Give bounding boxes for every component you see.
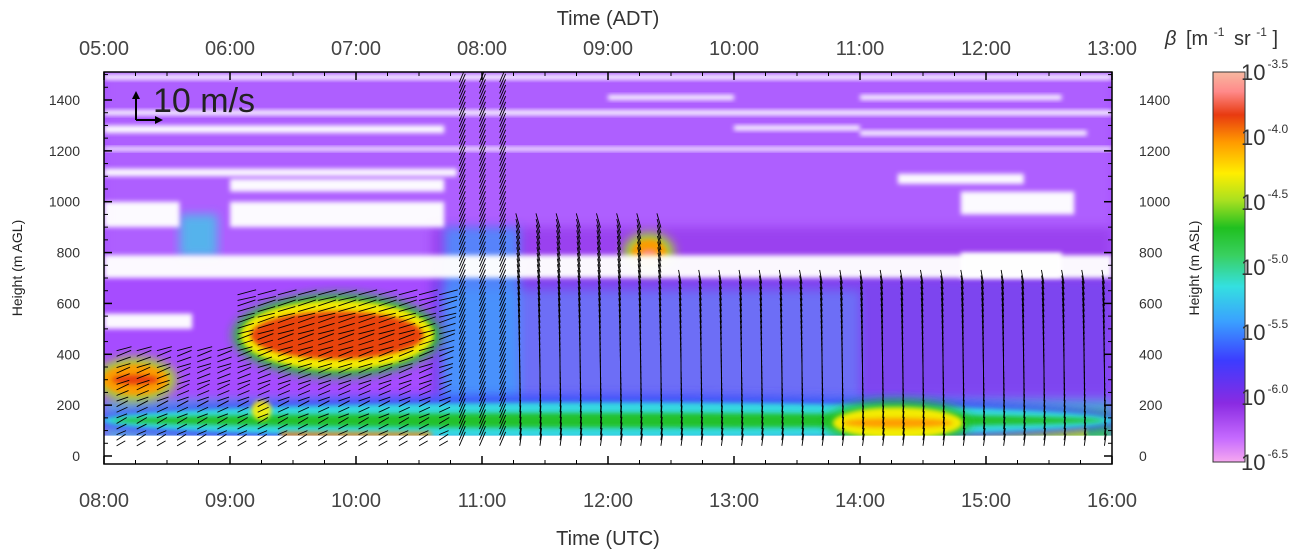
x-bottom-tick-label: 12:00 (583, 490, 633, 512)
colorbar-tick-label: 10-6.5 (1241, 447, 1288, 475)
x-top-tick-label: 13:00 (1087, 38, 1137, 60)
no-data-gap (898, 174, 1024, 184)
no-data-gap (860, 95, 1062, 100)
colorbar-tick-labels: 10-3.5 10-4.0 10-4.5 10-5.0 10-5.5 10-6.0 10-6… (1241, 57, 1288, 475)
feature-core (843, 418, 953, 427)
y-left-tick-label: 400 (57, 346, 81, 362)
x-top-tick-label: 10:00 (709, 38, 759, 60)
colorbar-tick-label: 10-5.0 (1241, 252, 1288, 280)
no-data-gap (104, 110, 1112, 115)
x-bottom-tick-label: 14:00 (835, 490, 885, 512)
x-top-tick-label: 08:00 (457, 38, 507, 60)
x-top-tick-label: 12:00 (961, 38, 1011, 60)
x-bottom-tick-label: 13:00 (709, 490, 759, 512)
cyan-patch (180, 214, 218, 257)
x-top-tick-label: 06:00 (205, 38, 255, 60)
y-right-tick-label: 1400 (1139, 92, 1170, 108)
x-bottom-tick-label: 09:00 (205, 490, 255, 512)
no-data-gap (608, 95, 734, 100)
no-data-gap (104, 125, 444, 133)
y-right-tick-label: 1200 (1139, 143, 1170, 159)
y-left-tick-labels: 0 200 400 600 800 1000 1200 1400 (49, 92, 80, 464)
colorbar-tick-label: 10-6.0 (1241, 382, 1288, 410)
y-left-tick-label: 1000 (49, 194, 80, 210)
y-left-tick-label: 200 (57, 397, 81, 413)
x-bottom-tick-label: 10:00 (331, 490, 381, 512)
x-top-axis-title: Time (ADT) (557, 8, 660, 30)
y-right-tick-labels: 0 200 400 600 800 1000 1200 1400 (1139, 92, 1170, 464)
y-left-tick-label: 1400 (49, 92, 80, 108)
y-right-axis-title: Height (m ASL) (1186, 221, 1202, 316)
no-data-gap (104, 147, 1112, 151)
no-data-gap (104, 202, 180, 227)
no-data-gap (734, 125, 860, 130)
no-data-gap (230, 202, 444, 227)
y-right-tick-label: 1000 (1139, 194, 1170, 210)
x-bottom-tick-label: 15:00 (961, 490, 1011, 512)
colorbar-tick-label: 10-4.0 (1241, 122, 1288, 150)
no-data-gap (230, 179, 444, 192)
y-right-tick-label: 200 (1139, 397, 1163, 413)
y-left-axis-title: Height (m AGL) (9, 220, 25, 316)
feature-core (251, 311, 424, 359)
feature-core (112, 375, 159, 384)
x-top-tick-label: 09:00 (583, 38, 633, 60)
x-bottom-tick-labels: 08:00 09:00 10:00 11:00 12:00 13:00 14:00 15:00… (79, 490, 1137, 512)
y-right-tick-label: 800 (1139, 245, 1163, 261)
colorbar-tick-label: 10-3.5 (1241, 57, 1288, 85)
colorbar: β [m -1 sr -1 ] 10-3.5 10-4.0 10-4.5 10-5.0… (1164, 19, 1288, 475)
backscatter-field (94, 72, 1122, 464)
colorbar-tick-label: 10-4.5 (1241, 187, 1288, 215)
y-right-tick-label: 400 (1139, 346, 1163, 362)
x-top-tick-label: 05:00 (79, 38, 129, 60)
x-bottom-tick-label: 16:00 (1087, 490, 1137, 512)
y-left-tick-label: 600 (57, 295, 81, 311)
no-data-gap (961, 192, 1074, 215)
x-top-tick-label: 07:00 (331, 38, 381, 60)
x-top-tick-label: 11:00 (836, 38, 885, 60)
x-bottom-axis-title: Time (UTC) (556, 528, 660, 550)
x-bottom-tick-label: 08:00 (79, 490, 129, 512)
colorbar-title: β [m -1 sr -1 ] (1164, 19, 1278, 50)
feature-core (641, 250, 657, 256)
no-data-gap (104, 314, 192, 329)
y-right-tick-label: 0 (1139, 448, 1147, 464)
no-data-gap (104, 169, 457, 177)
no-data-gap (860, 131, 1087, 136)
x-bottom-tick-label: 11:00 (458, 490, 507, 512)
no-data-gap (961, 253, 1062, 278)
wind-scale-label: 10 m/s (153, 82, 255, 120)
y-left-tick-label: 0 (72, 448, 80, 464)
y-left-tick-label: 1200 (49, 143, 80, 159)
y-right-tick-label: 600 (1139, 295, 1163, 311)
x-top-tick-labels: 05:00 06:00 07:00 08:00 09:00 10:00 11:00 12:00… (79, 38, 1137, 60)
colorbar-tick-label: 10-5.5 (1241, 317, 1288, 345)
y-left-tick-label: 800 (57, 245, 81, 261)
